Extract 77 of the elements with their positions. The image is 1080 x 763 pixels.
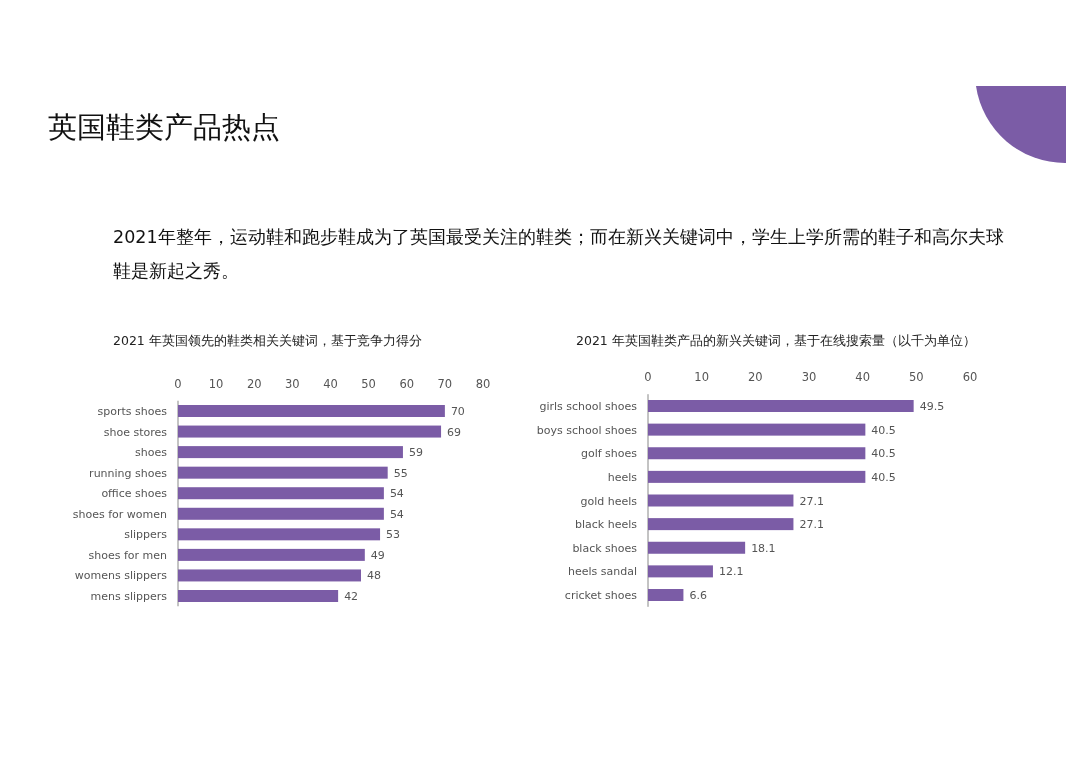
y-tick-label: office shoes [101, 487, 168, 501]
y-tick-label: shoes [135, 446, 168, 460]
text: 英国鞋类产品热点 [48, 109, 280, 146]
data-label: 54 [389, 507, 404, 521]
y-tick-label: shoe stores [103, 425, 168, 439]
bar [648, 423, 866, 436]
y-tick-label: shoes for women [72, 507, 168, 521]
bar [178, 425, 442, 438]
data-label: 48 [367, 569, 381, 583]
y-tick-label: golf shoes [580, 447, 638, 461]
y-tick-label: heels sandal [567, 565, 637, 579]
x-tick-label: 80 [475, 377, 491, 391]
data-label: 27.1 [799, 494, 824, 508]
bar [178, 569, 361, 582]
data-label: 49 [370, 548, 385, 562]
y-tick-label: sports shoes [97, 405, 168, 418]
bar [648, 447, 866, 460]
x-tick-label: 40 [323, 377, 338, 391]
data-label: 49.5 [919, 400, 945, 413]
data-label: 6.6 [689, 589, 707, 602]
data-label: 59 [408, 446, 423, 460]
bar [178, 487, 384, 500]
bar [648, 518, 794, 531]
x-tick-label: 40 [855, 370, 870, 384]
bar [178, 528, 381, 541]
x-tick-label: 20 [246, 377, 262, 391]
data-label: 53 [386, 528, 401, 542]
bar [178, 446, 403, 459]
bar [178, 507, 384, 520]
x-tick-label: 50 [361, 377, 376, 391]
y-tick-label: shoes for men [88, 548, 168, 562]
x-tick-label: 20 [748, 370, 763, 384]
chart-title: 2021 年英国领先的鞋类相关关键词，基于竞争力得分 [113, 333, 422, 348]
data-label: 40.5 [871, 470, 896, 484]
x-tick-label: 30 [801, 370, 817, 384]
x-tick-label: 0 [174, 377, 182, 391]
data-label: 27.1 [799, 518, 824, 532]
x-tick-label: 50 [909, 370, 924, 384]
data-label: 55 [393, 466, 408, 480]
bar [178, 548, 365, 561]
data-label: 40.5 [871, 447, 896, 461]
y-tick-label: girls school shoes [539, 400, 638, 413]
y-tick-label: mens slippers [90, 590, 168, 603]
y-tick-label: heels [607, 470, 638, 484]
chart-title: 2021 年英国鞋类产品的新兴关键词，基于在线搜索量（以千为单位） [576, 333, 976, 348]
x-tick-label: 30 [285, 377, 300, 391]
data-label: 69 [447, 425, 462, 439]
data-label: 12.1 [718, 565, 744, 579]
x-tick-label: 10 [208, 377, 224, 391]
x-tick-label: 60 [399, 377, 415, 391]
bar [178, 466, 388, 479]
bar [648, 400, 914, 412]
data-label: 42 [344, 590, 359, 603]
y-tick-label: slippers [124, 528, 168, 542]
y-tick-label: boys school shoes [536, 423, 638, 437]
y-tick-label: gold heels [580, 494, 638, 508]
data-label: 70 [450, 405, 465, 418]
y-tick-label: black heels [575, 518, 638, 532]
x-tick-label: 70 [437, 377, 453, 391]
bar [178, 590, 339, 602]
x-tick-label: 0 [644, 370, 652, 384]
bar [648, 541, 746, 554]
bar [648, 494, 794, 507]
bar [648, 565, 713, 578]
data-label: 54 [389, 487, 404, 501]
text: 2021年整年，运动鞋和跑步鞋成为了英国最受关注的鞋类；而在新兴关键词中，学生上学所需的鞋子和高尔夫球鞋是新起之秀。 [113, 226, 1005, 283]
bar [648, 589, 684, 601]
x-tick-label: 10 [694, 370, 709, 384]
y-tick-label: black shoes [572, 541, 638, 555]
data-label: 18.1 [751, 541, 776, 555]
data-label: 40.5 [871, 423, 896, 437]
y-tick-label: cricket shoes [564, 589, 638, 602]
bar [648, 470, 866, 483]
x-tick-label: 60 [962, 370, 978, 384]
y-tick-label: womens slippers [74, 569, 168, 583]
y-tick-label: running shoes [89, 466, 168, 480]
bar [178, 405, 445, 417]
